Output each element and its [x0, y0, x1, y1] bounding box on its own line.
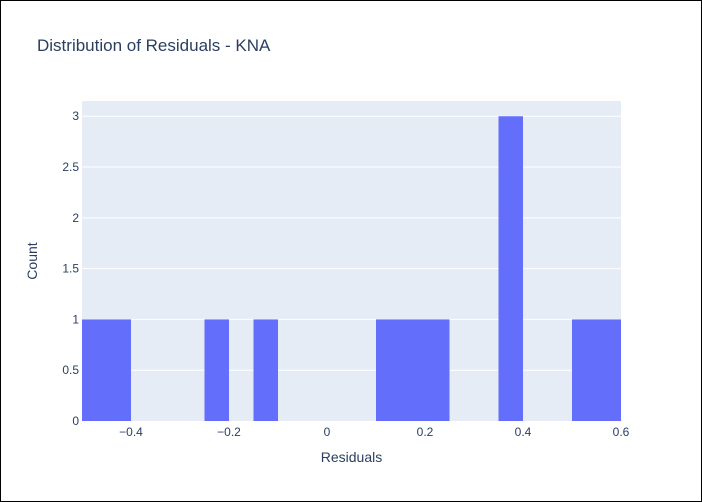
- y-tick-label: 3: [72, 109, 79, 123]
- histogram-bar[interactable]: [572, 319, 597, 421]
- histogram-bar[interactable]: [596, 319, 622, 421]
- y-tick-label: 2.5: [62, 160, 79, 174]
- y-axis-title: Count: [24, 242, 40, 279]
- histogram-bar[interactable]: [425, 319, 450, 421]
- x-axis-title: Residuals: [321, 449, 382, 465]
- histogram-bar[interactable]: [204, 319, 230, 421]
- histogram-bar[interactable]: [376, 319, 401, 421]
- histogram-bar[interactable]: [400, 319, 426, 421]
- histogram-bar[interactable]: [498, 116, 524, 421]
- y-tick-label: 0.5: [62, 363, 79, 377]
- bars: [82, 116, 621, 421]
- histogram-bar[interactable]: [253, 319, 279, 421]
- histogram-bar[interactable]: [106, 319, 132, 421]
- x-tick-label: 0: [324, 425, 331, 439]
- histogram-bar[interactable]: [82, 319, 107, 421]
- x-tick-label: 0.2: [417, 425, 434, 439]
- chart-title: Distribution of Residuals - KNA: [37, 36, 271, 55]
- y-tick-label: 2: [72, 211, 79, 225]
- y-axis-ticks: 0 0.5 1 1.5 2 2.5 3: [62, 109, 79, 428]
- plot-area: [82, 101, 621, 421]
- x-tick-label: 0.4: [515, 425, 532, 439]
- x-tick-label: −0.2: [217, 425, 241, 439]
- y-tick-label: 0: [72, 414, 79, 428]
- y-tick-label: 1.5: [62, 262, 79, 276]
- y-tick-label: 1: [72, 312, 79, 326]
- x-tick-label: −0.4: [119, 425, 143, 439]
- x-axis-ticks: −0.4 −0.2 0 0.2 0.4 0.6: [119, 425, 630, 439]
- x-tick-label: 0.6: [613, 425, 630, 439]
- grid-lines: [82, 115, 621, 371]
